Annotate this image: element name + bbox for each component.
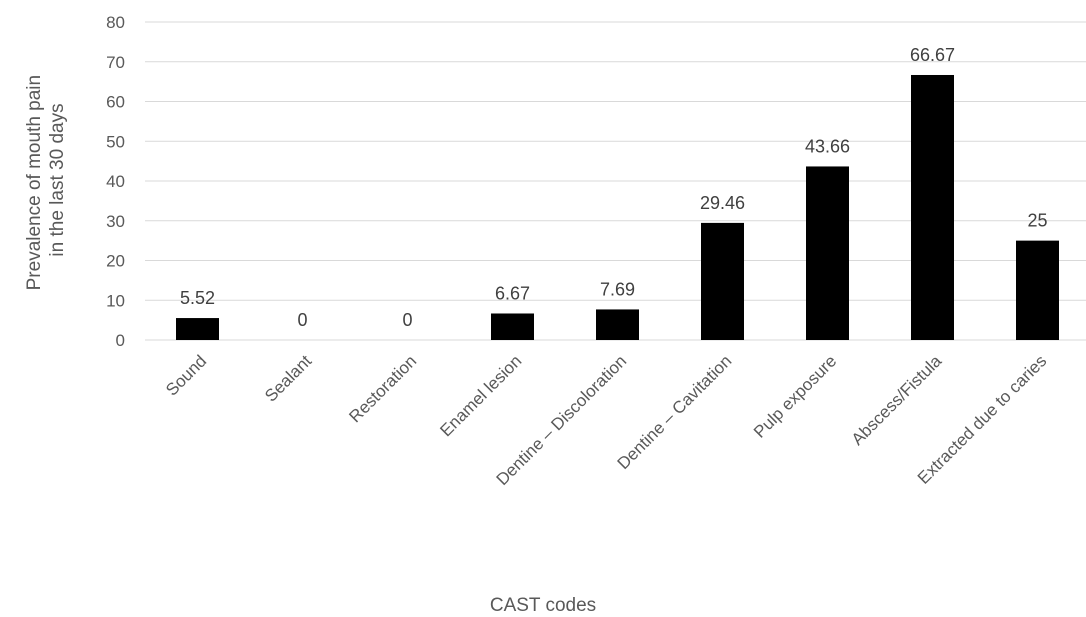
x-category-label: Sealant	[261, 351, 315, 405]
x-category-label: Sound	[162, 351, 210, 399]
bar	[491, 313, 534, 340]
data-label: 25	[1027, 211, 1047, 231]
data-label: 6.67	[495, 283, 530, 303]
y-axis-title-line-2: in the last 30 days	[47, 103, 68, 256]
bar	[911, 74, 954, 340]
x-axis-categories: Sound Sealant Restoration Enamel lesion Dent…	[162, 351, 1050, 489]
gridlines	[145, 21, 1086, 341]
x-category-label: Enamel lesion	[436, 351, 525, 440]
bar	[596, 309, 639, 340]
y-axis-ticks: 0 10 20 30 40 50 60 70 80	[106, 13, 125, 350]
y-tick-label: 40	[106, 172, 125, 191]
x-category-label: Restoration	[345, 351, 420, 426]
y-tick-label: 0	[116, 331, 125, 350]
y-axis-title: Prevalence of mouth pain in the last 30 …	[24, 70, 68, 291]
data-label: 5.52	[180, 288, 215, 308]
data-label: 43.66	[805, 136, 850, 156]
y-tick-label: 60	[106, 93, 125, 112]
data-label: 0	[402, 310, 412, 330]
x-category-label: Dentine – Cavitation	[614, 351, 736, 473]
y-tick-label: 30	[106, 212, 125, 231]
x-axis-title: CAST codes	[490, 595, 596, 616]
bar	[701, 222, 744, 340]
y-tick-label: 80	[106, 13, 125, 32]
data-label: 7.69	[600, 279, 635, 299]
data-labels: 5.52 0 0 6.67 7.69 29.46 43.66 66.67 25	[180, 45, 1048, 330]
data-label: 0	[297, 310, 307, 330]
y-tick-label: 20	[106, 252, 125, 271]
bar	[176, 318, 219, 340]
x-category-label: Pulp exposure	[750, 351, 840, 441]
bar	[1016, 240, 1059, 340]
x-category-label: Abscess/Fistula	[848, 351, 946, 449]
y-tick-label: 50	[106, 132, 125, 151]
y-tick-label: 10	[106, 291, 125, 310]
bars	[176, 74, 1059, 340]
data-label: 66.67	[910, 45, 955, 65]
y-tick-label: 70	[106, 53, 125, 72]
data-label: 29.46	[700, 193, 745, 213]
bar	[806, 166, 849, 340]
y-axis-title-line-1: Prevalence of mouth pain	[24, 75, 45, 290]
